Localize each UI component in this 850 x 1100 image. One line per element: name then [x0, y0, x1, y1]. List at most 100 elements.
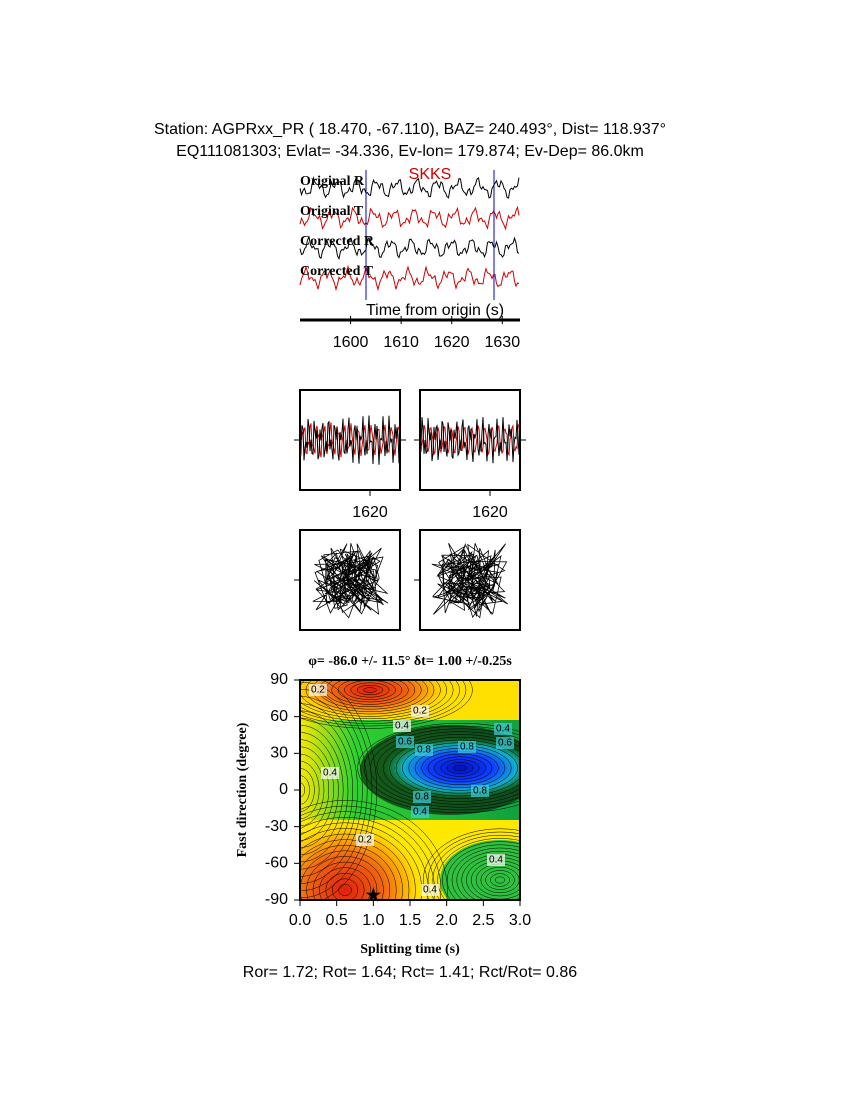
- contour-label: 0.8: [415, 792, 429, 803]
- trace-label: Original T: [300, 204, 364, 219]
- contour-label: 0.4: [413, 807, 427, 818]
- contour-map: [300, 680, 520, 900]
- x-axis-label: Splitting time (s): [360, 942, 460, 957]
- x-tick-label: 1610: [383, 334, 419, 351]
- contour-line: [440, 759, 480, 777]
- waveforms: [299, 176, 520, 292]
- contour-label-bg: [393, 720, 411, 732]
- contour-line: [395, 739, 520, 797]
- contour-line: [300, 680, 460, 724]
- contour-line: [456, 850, 520, 900]
- contour-label-bg: [411, 806, 429, 818]
- contour-label-bg: [494, 723, 512, 735]
- trace-label: Original R: [300, 174, 365, 189]
- contour-line: [427, 753, 493, 783]
- contour-line: [300, 703, 358, 877]
- contour-label: 0.4: [423, 885, 437, 896]
- x-tick-label: 1620: [352, 504, 388, 521]
- waveform: [299, 264, 520, 292]
- trace-label: Corrected R: [300, 234, 375, 249]
- y-tick-label: -60: [265, 855, 288, 872]
- contour-label: 0.4: [496, 724, 510, 735]
- contour-line: [300, 753, 325, 827]
- contour-line: [446, 762, 474, 774]
- contour-line: [451, 847, 520, 900]
- contour-line: [331, 680, 409, 705]
- contour-line: [306, 856, 384, 900]
- contour-label-bg: [309, 684, 327, 696]
- contour-label: 0.6: [398, 737, 412, 748]
- contour-line: [305, 680, 435, 715]
- particle-motion: [312, 543, 389, 619]
- contour-line: [319, 867, 371, 900]
- contour-line: [300, 828, 416, 900]
- x-tick-label: 3.0: [509, 912, 531, 929]
- contour-line: [382, 734, 520, 802]
- contour-label: 0.2: [311, 685, 325, 696]
- contour-line: [300, 680, 467, 727]
- contour-label-bg: [411, 705, 429, 717]
- contour-line: [437, 838, 520, 900]
- chart-title: φ= -86.0 +/- 11.5° δt= 1.00 +/-0.25s: [308, 654, 512, 669]
- y-tick-label: 90: [270, 671, 288, 688]
- contour-line: [422, 828, 520, 900]
- header-line: Station: AGPRxx_PR ( 18.470, -67.110), B…: [154, 121, 666, 138]
- contour-line: [300, 739, 334, 841]
- x-tick-label: 0.0: [289, 912, 311, 929]
- contour-line: [338, 884, 352, 896]
- contour-line: [494, 876, 506, 884]
- contour-label-bg: [396, 736, 414, 748]
- x-tick-label: 1.0: [362, 912, 384, 929]
- contour-line: [357, 722, 520, 814]
- contour-label: 0.8: [417, 745, 431, 756]
- contour-line: [356, 684, 384, 696]
- waveform: [420, 417, 520, 464]
- contour-line: [350, 682, 390, 698]
- y-tick-label: 30: [270, 745, 288, 762]
- contour-line: [485, 870, 515, 890]
- contour-line: [322, 680, 378, 900]
- contour-line: [300, 688, 368, 892]
- waveform: [299, 205, 520, 231]
- contour-label: 0.8: [460, 742, 474, 753]
- x-tick-label: 1630: [485, 334, 521, 351]
- contour-label-bg: [487, 854, 505, 866]
- contour-line: [300, 681, 373, 899]
- contour-label-bg: [496, 737, 514, 749]
- y-axis-label: Fast direction (degree): [235, 722, 250, 857]
- header-line: EQ111081303; Evlat= -34.336, Ev-lon= 179…: [176, 143, 644, 160]
- contour-label-bg: [413, 791, 431, 803]
- waveform: [299, 176, 520, 199]
- contour-line: [300, 724, 344, 856]
- contour-label: 0.2: [413, 706, 427, 717]
- contour-line: [300, 680, 454, 722]
- contour-line: [363, 687, 377, 693]
- contour-label: 0.2: [358, 835, 372, 846]
- x-tick-label: 2.5: [472, 912, 494, 929]
- contour-line: [427, 831, 520, 900]
- x-tick-label: 2.0: [436, 912, 458, 929]
- best-fit-star: [365, 887, 381, 902]
- contour-line: [300, 680, 448, 720]
- footer: Ror= 1.72; Rot= 1.64; Rct= 1.41; Rct/Rot…: [243, 964, 578, 981]
- x-tick-label: 1620: [472, 504, 508, 521]
- contour-line: [376, 731, 520, 805]
- x-tick-label: 1600: [333, 334, 369, 351]
- contour-line: [453, 764, 467, 772]
- contour-line: [432, 834, 520, 900]
- contour-line: [300, 839, 403, 900]
- contour-label: 0.4: [323, 768, 337, 779]
- contour-line: [300, 760, 320, 820]
- contour-label-bg: [458, 741, 476, 753]
- contour-line: [325, 872, 365, 900]
- contour-line: [300, 833, 410, 900]
- contour-line: [331, 878, 359, 900]
- x-axis-label: Time from origin (s): [366, 302, 504, 319]
- y-tick-label: 60: [270, 708, 288, 725]
- contour-line: [442, 841, 520, 900]
- x-tick-label: 1.5: [399, 912, 421, 929]
- contour-line: [312, 861, 378, 900]
- x-tick-label: 0.5: [326, 912, 348, 929]
- contour-line: [490, 873, 510, 887]
